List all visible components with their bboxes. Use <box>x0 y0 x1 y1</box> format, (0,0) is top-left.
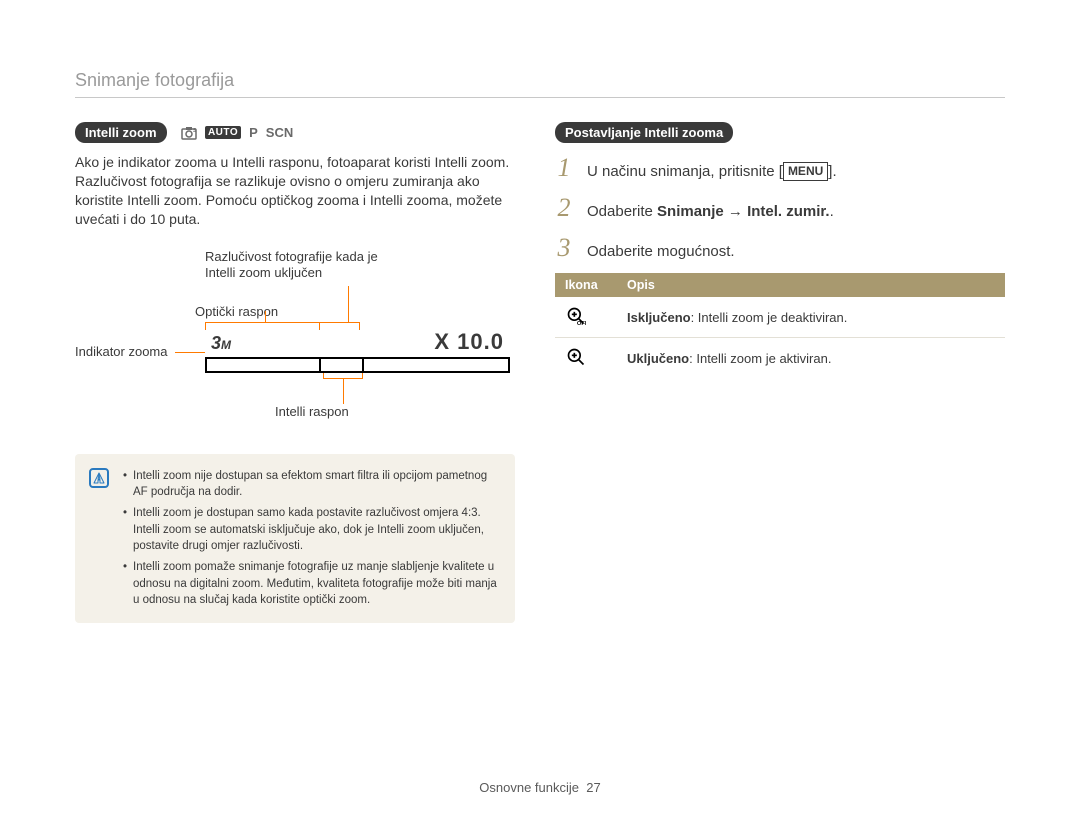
info-icon <box>89 468 109 488</box>
zoom-bar-optical-segment <box>207 359 321 371</box>
right-column: Postavljanje Intelli zooma 1 U načinu sn… <box>555 122 1005 623</box>
zoom-diagram: Razlučivost fotografije kada je Intelli … <box>75 249 515 429</box>
step-item: 3 Odaberite mogućnost. <box>555 233 1005 263</box>
zoom-resolution-readout: 3M <box>211 333 231 354</box>
zoom-on-icon <box>565 346 587 368</box>
diagram-caption-resolution: Razlučivost fotografije kada je Intelli … <box>205 249 385 283</box>
step-number: 2 <box>555 193 573 223</box>
callout-line <box>343 379 344 404</box>
callout-line <box>175 352 205 353</box>
options-table: Ikona Opis OFF Isključeno: Intelli zoom … <box>555 273 1005 378</box>
step-text: Odaberite mogućnost. <box>587 241 735 262</box>
step-item: 2 Odaberite Snimanje → Intel. zumir.. <box>555 193 1005 223</box>
auto-mode-badge: AUTO <box>205 126 241 139</box>
note-item: Intelli zoom nije dostupan sa efektom sm… <box>123 468 499 501</box>
zoom-display: 3M X 10.0 <box>205 329 510 373</box>
note-item: Intelli zoom pomaže snimanje fotografije… <box>123 559 499 609</box>
menu-button-label: MENU <box>783 162 828 181</box>
diagram-caption-intelli: Intelli raspon <box>275 404 349 419</box>
step-text: U načinu snimanja, pritisnite [MENU]. <box>587 161 837 182</box>
intro-paragraph: Ako je indikator zooma u Intelli rasponu… <box>75 153 515 229</box>
callout-line <box>348 286 349 322</box>
zoom-bar-intelli-segment <box>321 359 363 371</box>
diagram-caption-indicator: Indikator zooma <box>75 344 168 359</box>
step-number: 3 <box>555 233 573 263</box>
p-mode-label: P <box>249 125 258 140</box>
zoom-bar-remaining-segment <box>364 359 509 371</box>
step-item: 1 U načinu snimanja, pritisnite [MENU]. <box>555 153 1005 183</box>
mode-icons: S AUTO P SCN <box>181 125 293 140</box>
page-title: Snimanje fotografija <box>75 70 1005 98</box>
step-text: Odaberite Snimanje → Intel. zumir.. <box>587 201 834 222</box>
setting-intelli-zoom-pill: Postavljanje Intelli zooma <box>555 122 733 143</box>
page-footer: Osnovne funkcije 27 <box>0 780 1080 795</box>
camera-icon: S <box>181 126 197 140</box>
table-row: OFF Isključeno: Intelli zoom je deaktivi… <box>555 297 1005 338</box>
step-number: 1 <box>555 153 573 183</box>
table-row: Uključeno: Intelli zoom je aktiviran. <box>555 338 1005 379</box>
notes-box: Intelli zoom nije dostupan sa efektom sm… <box>75 454 515 623</box>
table-header-icon: Ikona <box>555 273 617 297</box>
note-item: Intelli zoom je dostupan samo kada posta… <box>123 505 499 555</box>
zoom-bar <box>205 357 510 373</box>
notes-list: Intelli zoom nije dostupan sa efektom sm… <box>123 468 499 609</box>
steps-list: 1 U načinu snimanja, pritisnite [MENU]. … <box>555 153 1005 263</box>
left-column: Intelli zoom S AUTO P SCN Ako je indikat… <box>75 122 515 623</box>
table-header-desc: Opis <box>617 273 1005 297</box>
zoom-factor-readout: X 10.0 <box>434 329 504 355</box>
scn-mode-label: SCN <box>266 125 293 140</box>
callout-line <box>265 311 266 322</box>
intelli-zoom-pill: Intelli zoom <box>75 122 167 143</box>
zoom-off-icon: OFF <box>565 305 587 327</box>
svg-text:OFF: OFF <box>577 321 586 326</box>
option-desc: Uključeno: Intelli zoom je aktiviran. <box>617 338 1005 379</box>
option-desc: Isključeno: Intelli zoom je deaktiviran. <box>617 297 1005 338</box>
